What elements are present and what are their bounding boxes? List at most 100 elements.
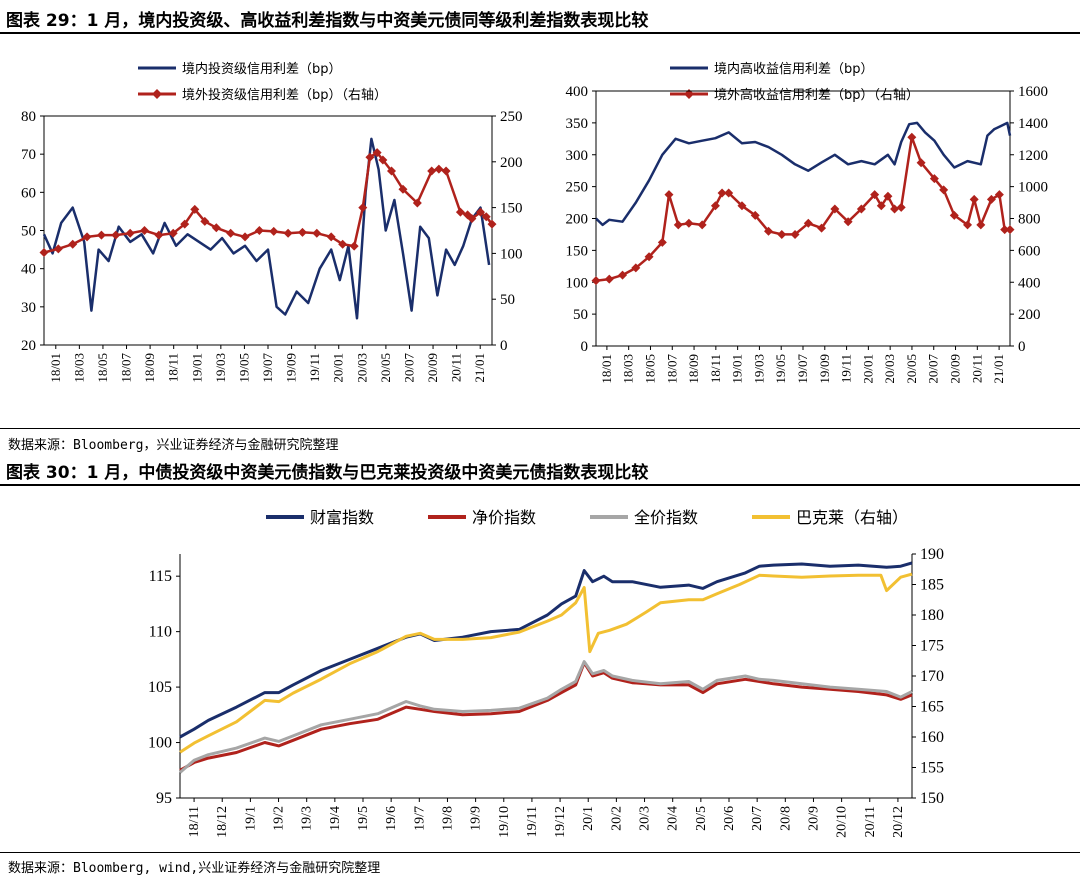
x-tick-label: 20/07 bbox=[401, 353, 416, 383]
series-2-point bbox=[39, 247, 49, 257]
y-right-tick-label: 250 bbox=[500, 109, 523, 125]
series-2-point bbox=[467, 214, 477, 224]
x-tick-label: 20/7 bbox=[750, 806, 765, 831]
chart-29-investment-grade: 境内投资级信用利差（bp） 境外投资级信用利差（bp）（右轴） 20 30 40 50… bbox=[21, 61, 523, 383]
x-tick-label: 19/12 bbox=[553, 806, 568, 838]
legend: 境内投资级信用利差（bp） 境外投资级信用利差（bp）（右轴） bbox=[138, 61, 387, 103]
legend-label-full-price: 全价指数 bbox=[634, 508, 698, 527]
y-right-tick-label: 165 bbox=[920, 699, 944, 716]
y-left-tick-label: 115 bbox=[149, 568, 172, 585]
y-right-tick-label: 200 bbox=[500, 155, 523, 171]
y-left-tick-label: 95 bbox=[156, 790, 172, 807]
legend-label-series-2: 境外高收益信用利差（bp）（右轴） bbox=[714, 87, 919, 103]
series-2-point bbox=[664, 190, 674, 200]
series-line-1 bbox=[595, 121, 1012, 227]
x-tick-label: 20/11 bbox=[863, 806, 878, 837]
series-2-point bbox=[378, 155, 388, 165]
y-left-tick-label: 50 bbox=[21, 224, 36, 240]
heading-underline-30 bbox=[0, 484, 1080, 486]
x-tick-label: 18/03 bbox=[621, 354, 636, 384]
series-2-point bbox=[644, 252, 654, 262]
series-2-point bbox=[856, 204, 866, 214]
y-right-tick-label: 150 bbox=[500, 201, 523, 217]
series-2-point bbox=[750, 210, 760, 220]
series-2-point bbox=[200, 216, 210, 226]
series-2-point bbox=[372, 148, 382, 158]
x-tick-label: 19/05 bbox=[773, 354, 788, 384]
series-2-point bbox=[916, 158, 926, 168]
x-tick-label: 18/11 bbox=[708, 354, 723, 383]
y-right-tick-label: 100 bbox=[500, 246, 523, 262]
y-right-tick-label: 50 bbox=[500, 292, 515, 308]
series-2-point bbox=[140, 226, 150, 235]
series-2-point bbox=[312, 228, 322, 238]
y-left-tick-label: 200 bbox=[566, 212, 589, 228]
series-2-point bbox=[211, 223, 221, 233]
heading-underline-29 bbox=[0, 32, 1080, 34]
y-left-tick-label: 100 bbox=[148, 735, 172, 752]
series-2-point bbox=[657, 237, 667, 247]
y-left-tick-label: 150 bbox=[566, 243, 589, 259]
x-tick-label: 19/03 bbox=[213, 353, 228, 383]
series-2-point bbox=[190, 204, 200, 214]
series-2-point bbox=[870, 190, 880, 200]
series-2-point bbox=[929, 174, 939, 184]
y-left-tick-label: 110 bbox=[149, 624, 172, 641]
x-tick-label: 20/8 bbox=[778, 806, 793, 831]
y-right-tick-label: 1000 bbox=[1018, 180, 1048, 196]
series-2-point bbox=[168, 228, 178, 238]
x-tick-label: 19/01 bbox=[730, 354, 745, 384]
y-left-tick-label: 30 bbox=[21, 300, 36, 316]
series-line-4 bbox=[179, 572, 913, 754]
y-left-tick-label: 80 bbox=[21, 109, 36, 125]
x-tick-label: 18/09 bbox=[142, 353, 157, 383]
series-2-point bbox=[365, 152, 375, 162]
series-2-point bbox=[427, 166, 437, 176]
series-2-point bbox=[876, 201, 886, 211]
series-2-point bbox=[326, 232, 336, 242]
series-2-point bbox=[125, 228, 135, 238]
x-tick-label: 20/01 bbox=[860, 354, 875, 384]
series-2-point bbox=[386, 166, 396, 176]
series-2-point bbox=[412, 198, 422, 208]
y-right-tick-label: 800 bbox=[1018, 212, 1041, 228]
x-tick-label: 20/1 bbox=[581, 806, 596, 831]
y-left-tick-label: 0 bbox=[581, 339, 589, 355]
series-2-point bbox=[790, 229, 800, 239]
x-tick-label: 19/4 bbox=[328, 806, 343, 831]
series-2-point bbox=[297, 227, 307, 237]
series-2-point bbox=[710, 201, 720, 211]
chart-30-index-comparison: 财富指数 净价指数 全价指数 巴克莱（右轴） 95 100 105 110 115 150… bbox=[148, 508, 944, 838]
series-2-point bbox=[349, 241, 359, 251]
series-2-point bbox=[963, 220, 973, 230]
series-2-point bbox=[764, 226, 773, 236]
series-2-point bbox=[896, 202, 906, 212]
y-right-tick-label: 0 bbox=[500, 338, 508, 354]
x-tick-label: 20/05 bbox=[904, 354, 919, 384]
x-tick-label: 20/3 bbox=[638, 806, 653, 831]
series-2-point bbox=[269, 226, 279, 236]
x-tick-label: 20/03 bbox=[354, 353, 369, 383]
series-2-point bbox=[939, 185, 949, 195]
legend-label-barclays: 巴克莱（右轴） bbox=[796, 508, 908, 527]
legend-label-series-2: 境外投资级信用利差（bp）（右轴） bbox=[182, 87, 387, 103]
series-2-point bbox=[618, 270, 628, 280]
y-left-tick-label: 40 bbox=[21, 262, 36, 278]
x-tick-label: 20/4 bbox=[666, 806, 681, 831]
y-right-tick-label: 600 bbox=[1018, 243, 1041, 259]
y-right-tick-label: 400 bbox=[1018, 275, 1041, 291]
y-left-tick-label: 60 bbox=[21, 185, 36, 201]
series-2-point bbox=[907, 132, 917, 142]
x-tick-label: 20/03 bbox=[882, 354, 897, 384]
source-divider-30 bbox=[0, 852, 1080, 853]
x-tick-label: 19/09 bbox=[817, 354, 832, 384]
legend-label-clean-price: 净价指数 bbox=[472, 508, 536, 527]
y-left-tick-label: 20 bbox=[21, 338, 36, 354]
figure-30-source: 数据来源：Bloomberg, wind,兴业证券经济与金融研究院整理 bbox=[8, 861, 381, 876]
y-right-tick-label: 200 bbox=[1018, 307, 1041, 323]
series-2-point bbox=[441, 166, 451, 176]
figure-30-heading: 图表 30：1 月，中债投资级中资美元债指数与巴克莱投资级中资美元债指数表现比较 bbox=[6, 463, 649, 483]
x-tick-label: 19/07 bbox=[795, 354, 810, 384]
source-divider-29 bbox=[0, 428, 1080, 429]
series-line-1 bbox=[179, 561, 913, 739]
